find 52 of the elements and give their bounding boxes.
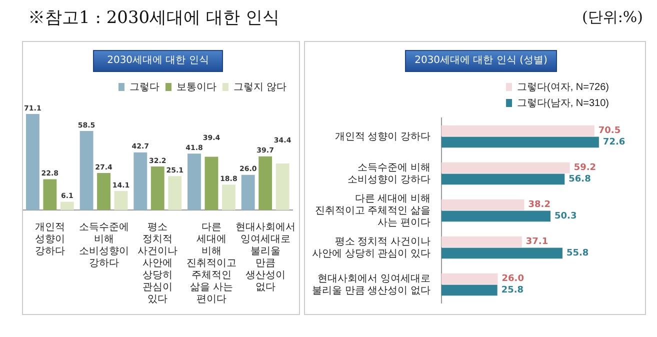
bar [441, 273, 498, 284]
data-label: 59.2 [574, 163, 596, 174]
bar [43, 179, 57, 210]
data-label: 70.5 [598, 126, 621, 136]
bar [441, 210, 551, 222]
chart-title: 2030세대에 대한 인식 [93, 50, 223, 72]
legend-label: 그렇지 않다 [233, 82, 286, 93]
legend-label: 그렇다(여자, N=726) [517, 82, 610, 93]
bar [114, 190, 128, 210]
data-label: 56.8 [568, 174, 591, 185]
y-tick-label: 소득수준에 비해 소비성향이 강하다 [348, 162, 430, 186]
bar [441, 162, 570, 174]
y-tick-label: 개인적 성향이 강하다 [334, 131, 430, 142]
x-tick-label: 개인적 성향이 강하다 [34, 222, 65, 257]
bar [188, 154, 201, 210]
bar [441, 199, 524, 210]
text: (단위:%) [582, 8, 643, 27]
bar [441, 248, 562, 259]
bar [26, 114, 40, 210]
bar [150, 166, 164, 210]
bar [441, 136, 599, 148]
bar [134, 152, 148, 210]
chart-title: 2030세대에 대한 인식 (성별) [405, 50, 557, 72]
x-tick-label: 현대사회에서 잉여세대로 불리울 만큼 생산성이 없다 [235, 222, 296, 293]
bar [441, 284, 498, 296]
data-label: 37.1 [526, 237, 548, 248]
bar [97, 173, 110, 210]
y-tick-label: 다른 세대에 비해 진취적이고 주체적인 삶을 사는 편이다 [314, 193, 430, 228]
bar [441, 236, 522, 248]
text: ※참고1 : 2030세대에 대한 인식 [28, 7, 280, 29]
legend-label: 보통이다 [176, 82, 216, 93]
x-tick-label: 평소 정치적 사건이나 사안에 상당히 관심이 있다 [138, 222, 178, 305]
bar [204, 156, 218, 210]
bar [168, 176, 182, 210]
data-label: 26.0 [502, 274, 524, 284]
bar [441, 174, 565, 185]
data-label: 25.8 [501, 286, 524, 296]
data-label: 50.3 [554, 212, 577, 222]
bar [276, 164, 290, 210]
data-label: 38.2 [528, 200, 550, 210]
x-tick-label: 소득수준에 비해 소비성향이 강하다 [78, 222, 129, 269]
bar [80, 131, 94, 210]
legend-label: 그렇다(남자, N=310) [517, 98, 610, 109]
bar [441, 125, 594, 136]
legend-label: 그렇다 [129, 82, 160, 93]
bar [241, 174, 255, 210]
data-label: 55.8 [566, 248, 589, 259]
bar [60, 202, 74, 210]
data-label: 72.6 [602, 138, 626, 148]
x-tick-label: 다른 세대에 비해 진취적이고 주체적인 삶을 사는 편이다 [186, 222, 236, 305]
bar [222, 184, 236, 210]
bar [258, 156, 272, 210]
